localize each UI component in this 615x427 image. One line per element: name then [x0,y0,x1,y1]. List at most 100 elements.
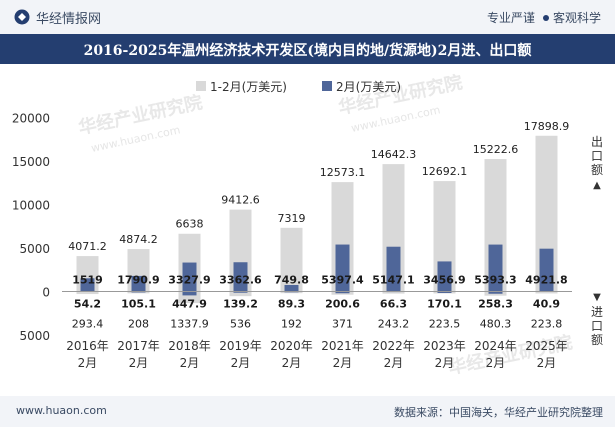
x-tick-label-month: 2月 [333,356,353,370]
x-tick-label-year: 2024年 [474,339,517,353]
data-label-import-cumulative: 243.2 [378,318,410,331]
data-label-import-monthly: 258.3 [478,298,513,311]
data-label-import-monthly: 105.1 [121,298,156,311]
import-arrow-icon: ▼ [593,292,601,303]
bar-export-monthly [131,275,146,292]
x-tick-label-year: 2022年 [372,339,415,353]
data-label-import-cumulative: 371 [332,318,353,331]
data-label-import-cumulative: 208 [128,318,149,331]
x-tick-label-month: 2月 [231,356,251,370]
import-axis-label: 进 [591,305,603,319]
data-label-export-cumulative: 12692.1 [422,165,468,178]
bar-export-monthly [539,248,554,292]
top-bar [0,0,615,34]
data-label-export-monthly: 4921.8 [525,274,567,287]
bar-export-monthly [488,244,503,292]
bar-export-monthly [437,261,452,292]
x-tick-label-year: 2025年 [525,339,568,353]
y-tick-label-import: 5000 [19,329,50,343]
separator-dot-icon [542,15,549,21]
y-tick-label: 20000 [12,112,50,126]
data-label-import-monthly: 200.6 [325,298,360,311]
data-label-import-cumulative: 293.4 [72,318,104,331]
data-label-import-monthly: 139.2 [223,298,258,311]
bar-import-monthly [182,291,197,296]
y-tick-label: 5000 [19,242,50,256]
data-label-export-monthly: 3362.6 [219,274,262,287]
bar-import-cumulative [76,291,99,295]
bar-export-monthly [80,278,95,292]
x-tick-label-year: 2020年 [270,339,313,353]
footer-site: www.huaon.com [16,404,107,417]
x-tick-label-month: 2月 [180,356,200,370]
y-tick-label: 15000 [12,155,50,169]
data-label-export-cumulative: 14642.3 [371,148,417,161]
x-tick-label-year: 2019年 [219,339,262,353]
x-tick-label-year: 2023年 [423,339,466,353]
x-tick-label-month: 2月 [537,356,557,370]
legend-label-cumulative: 1-2月(万美元) [210,80,287,94]
bar-export-monthly [233,262,248,292]
bar-import-cumulative [280,291,303,294]
x-tick-label-month: 2月 [486,356,506,370]
bar-import-monthly [335,291,350,294]
legend-swatch-monthly [322,81,332,91]
bar-import-monthly [233,291,248,293]
import-axis-label: 额 [591,333,603,347]
import-axis-label: 口 [591,319,603,333]
bar-export-monthly [284,284,299,292]
y-tick-label: 10000 [12,199,50,213]
bar-export-monthly [335,244,350,292]
data-label-export-monthly: 5147.1 [372,274,414,287]
data-label-export-cumulative: 7319 [278,212,306,225]
data-label-export-monthly: 3327.9 [168,274,210,287]
data-label-export-cumulative: 17898.9 [524,120,570,133]
data-label-import-cumulative: 480.3 [480,318,512,331]
legend-label-monthly: 2月(万美元) [336,80,401,94]
data-label-export-monthly: 1790.9 [117,274,159,287]
bar-import-cumulative [535,291,558,294]
data-label-export-monthly: 5397.4 [321,274,364,287]
bar-export-monthly [182,262,197,292]
chart-title: 2016-2025年温州经济技术开发区(境内目的地/货源地)2月进、出口额 [83,43,532,59]
bar-import-cumulative [229,291,252,297]
chart: 华经产业研究院www.huaon.com华经产业研究院www.huaon.com… [12,71,603,379]
tagline: 专业严谨 客观科学 [487,9,601,26]
export-axis-label: 口 [591,149,603,163]
export-axis-label: 额 [591,163,603,177]
title-bar [0,34,615,64]
data-label-export-monthly: 3456.9 [423,274,465,287]
data-label-export-cumulative: 15222.6 [473,143,519,156]
legend-swatch-cumulative [196,81,206,91]
bar-import-cumulative [382,291,405,294]
bar-export-cumulative [280,227,303,292]
x-tick-label-month: 2月 [384,356,404,370]
data-label-import-monthly: 66.3 [380,298,407,311]
x-tick-label-year: 2017年 [117,339,160,353]
data-label-import-monthly: 89.3 [278,298,305,311]
y-tick-label: 0 [42,286,50,300]
huajing-logo-icon [14,9,30,25]
data-label-import-cumulative: 192 [281,318,302,331]
data-label-import-monthly: 54.2 [74,298,101,311]
footer-bar [0,396,615,427]
data-label-import-monthly: 447.9 [172,298,207,311]
brand-name: 华经情报网 [36,12,102,27]
data-label-export-cumulative: 4071.2 [68,240,107,253]
data-label-export-cumulative: 4874.2 [119,233,158,246]
data-label-export-monthly: 749.8 [274,274,309,287]
footer-source: 数据来源：中国海关，华经产业研究院整理 [394,406,603,419]
data-label-import-monthly: 40.9 [533,298,560,311]
x-tick-label-month: 2月 [78,356,98,370]
x-tick-label-year: 2016年 [66,339,109,353]
data-label-import-cumulative: 1337.9 [170,318,209,331]
bar-import-monthly [488,291,503,294]
x-tick-label-year: 2018年 [168,339,211,353]
bar-export-monthly [386,246,401,292]
tagline-left: 专业严谨 [486,11,535,25]
export-arrow-icon: ▲ [593,180,601,191]
data-label-import-cumulative: 223.8 [531,318,563,331]
data-label-export-monthly: 1519 [72,274,103,287]
data-label-import-monthly: 170.1 [427,298,462,311]
export-axis-label: 出 [591,135,603,149]
